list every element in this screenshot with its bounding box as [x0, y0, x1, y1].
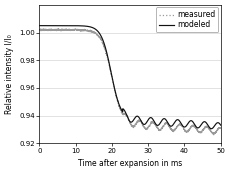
measured — [69, 28, 72, 30]
Line: modeled: modeled — [39, 26, 220, 129]
measured — [218, 127, 221, 129]
measured — [215, 129, 218, 131]
modeled — [218, 124, 221, 126]
Y-axis label: Relative intensity I/I₀: Relative intensity I/I₀ — [5, 34, 14, 114]
measured — [115, 97, 118, 99]
modeled — [107, 61, 110, 63]
measured — [195, 129, 198, 131]
X-axis label: Time after expansion in ms: Time after expansion in ms — [78, 159, 181, 168]
measured — [107, 63, 110, 65]
modeled — [209, 128, 212, 130]
modeled — [69, 25, 72, 27]
measured — [211, 134, 214, 136]
modeled — [58, 25, 61, 27]
measured — [57, 28, 60, 30]
measured — [38, 28, 41, 30]
modeled — [38, 25, 41, 27]
Line: measured: measured — [39, 29, 220, 135]
measured — [58, 29, 61, 31]
modeled — [215, 122, 218, 124]
modeled — [115, 96, 118, 98]
modeled — [195, 127, 198, 129]
Legend: measured, modeled: measured, modeled — [155, 7, 218, 32]
